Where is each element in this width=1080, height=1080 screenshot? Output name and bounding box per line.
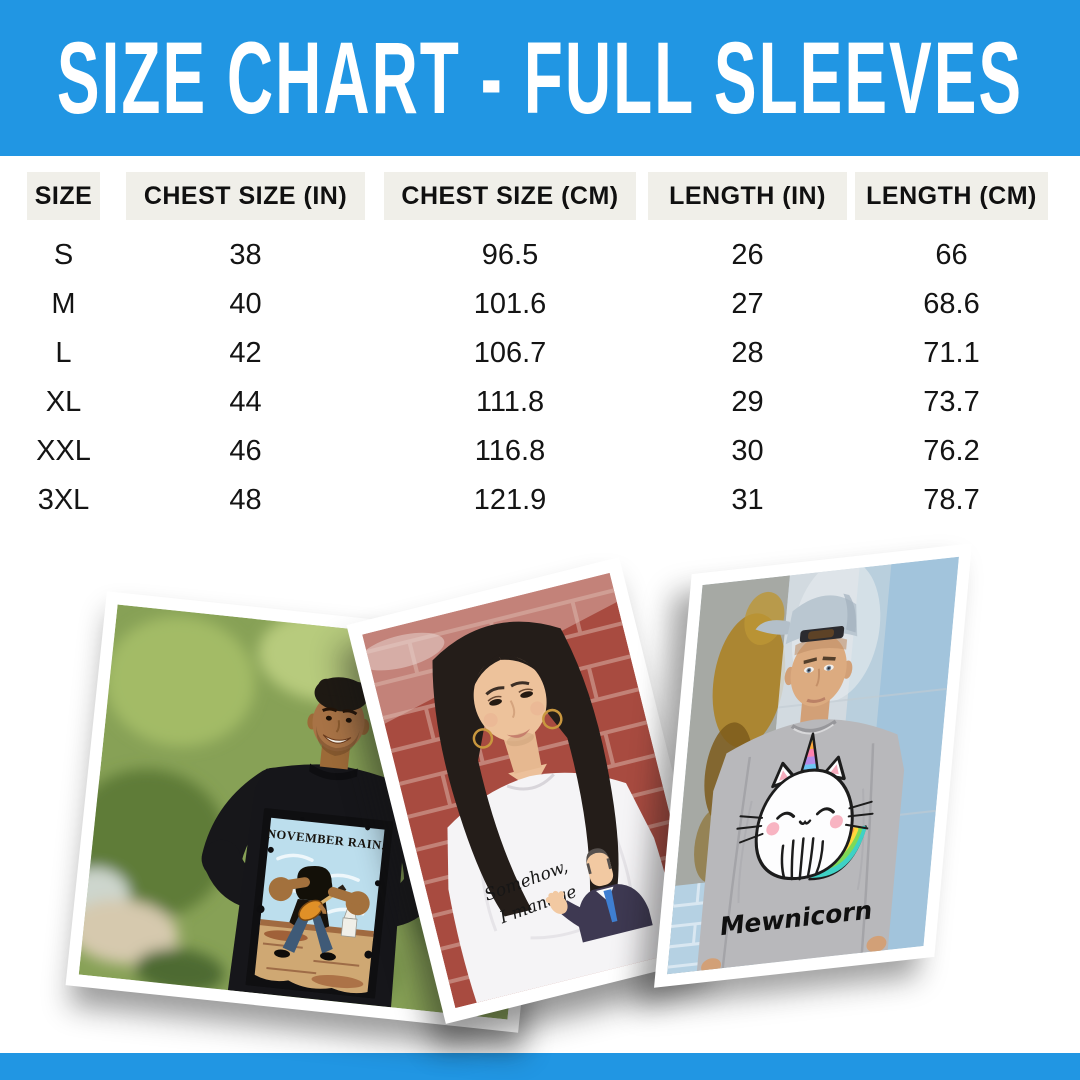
photo-gray-tee: Mewnicorn: [654, 543, 972, 988]
size-value: 71.1: [923, 337, 980, 369]
size-value: 106.7: [473, 337, 547, 369]
face: [473, 656, 547, 742]
november-rain-print: NOVEMBER RAIN.: [245, 808, 394, 999]
size-value: 44: [229, 386, 262, 418]
column-header: LENGTH (IN): [648, 172, 847, 220]
hoop-earring: [472, 728, 494, 749]
size-value: 31: [731, 484, 764, 516]
somehow-i-manage-print: Somehow, I manage: [482, 848, 653, 943]
size-value: 96.5: [481, 239, 539, 271]
banner: SIZE CHART - FULL SLEEVES: [0, 0, 1080, 156]
grunge-specks: [256, 816, 381, 959]
size-value: 66: [935, 239, 968, 271]
size-label: L: [55, 337, 72, 369]
size-value: 121.9: [473, 484, 547, 516]
size-value: 68.6: [923, 288, 980, 320]
size-value: 73.7: [923, 386, 980, 418]
bottom-strip: [0, 1053, 1080, 1080]
mewnicorn-print: Mewnicorn: [719, 732, 874, 941]
column-header: LENGTH (CM): [855, 172, 1048, 220]
size-value: 27: [731, 288, 764, 320]
size-value: 111.8: [475, 386, 545, 418]
size-label: M: [51, 288, 76, 320]
size-value: 40: [229, 288, 262, 320]
size-row: L 42 106.7 28 71.1: [0, 329, 1080, 378]
size-value: 29: [731, 386, 764, 418]
size-row: 3XL 48 121.9 31 78.7: [0, 476, 1080, 525]
size-row: S 38 96.5 26 66: [0, 231, 1080, 280]
column-header: CHEST SIZE (CM): [384, 172, 636, 220]
size-label: XXL: [36, 435, 91, 467]
hoop-earring: [542, 708, 563, 730]
size-value: 30: [731, 435, 764, 467]
pointing-hands: [268, 877, 370, 916]
size-value: 48: [229, 484, 262, 516]
size-value: 42: [229, 337, 262, 369]
column-header: CHEST SIZE (IN): [126, 172, 365, 220]
size-row: XXL 46 116.8 30 76.2: [0, 427, 1080, 476]
size-label: S: [53, 239, 74, 271]
gray-tee-scene: Mewnicorn: [667, 556, 959, 975]
column-header: SIZE: [27, 172, 100, 220]
white-tee-scene: Somehow, I manage: [362, 572, 703, 1009]
size-value: 28: [731, 337, 764, 369]
size-value: 38: [229, 239, 262, 271]
size-value: 116.8: [474, 435, 546, 467]
size-value: 76.2: [923, 435, 980, 467]
michael-scott-figure: [545, 848, 653, 943]
size-value: 78.7: [923, 484, 980, 516]
header-row: SIZE CHEST SIZE (IN) CHEST SIZE (CM) LENGTH…: [0, 172, 1080, 220]
size-value: 26: [731, 239, 764, 271]
size-row: XL 44 111.8 29 73.7: [0, 378, 1080, 427]
backwards-cap: [755, 593, 858, 645]
size-table: SIZE CHEST SIZE (IN) CHEST SIZE (CM) LENGTH…: [0, 172, 1080, 525]
photo-white-tee: Somehow, I manage: [346, 557, 719, 1024]
man-black-tee: NOVEMBER RAIN.: [201, 677, 445, 1008]
white-shirt: [447, 772, 683, 1003]
size-value: 46: [229, 435, 262, 467]
woman-white-tee: [432, 621, 683, 1003]
size-row: M 40 101.6 27 68.6: [0, 280, 1080, 329]
size-label: XL: [45, 386, 82, 418]
guitarist-figure: [274, 866, 347, 961]
size-label: 3XL: [37, 484, 90, 516]
page-title: SIZE CHART - FULL SLEEVES: [56, 20, 1024, 136]
size-value: 101.6: [473, 288, 547, 320]
